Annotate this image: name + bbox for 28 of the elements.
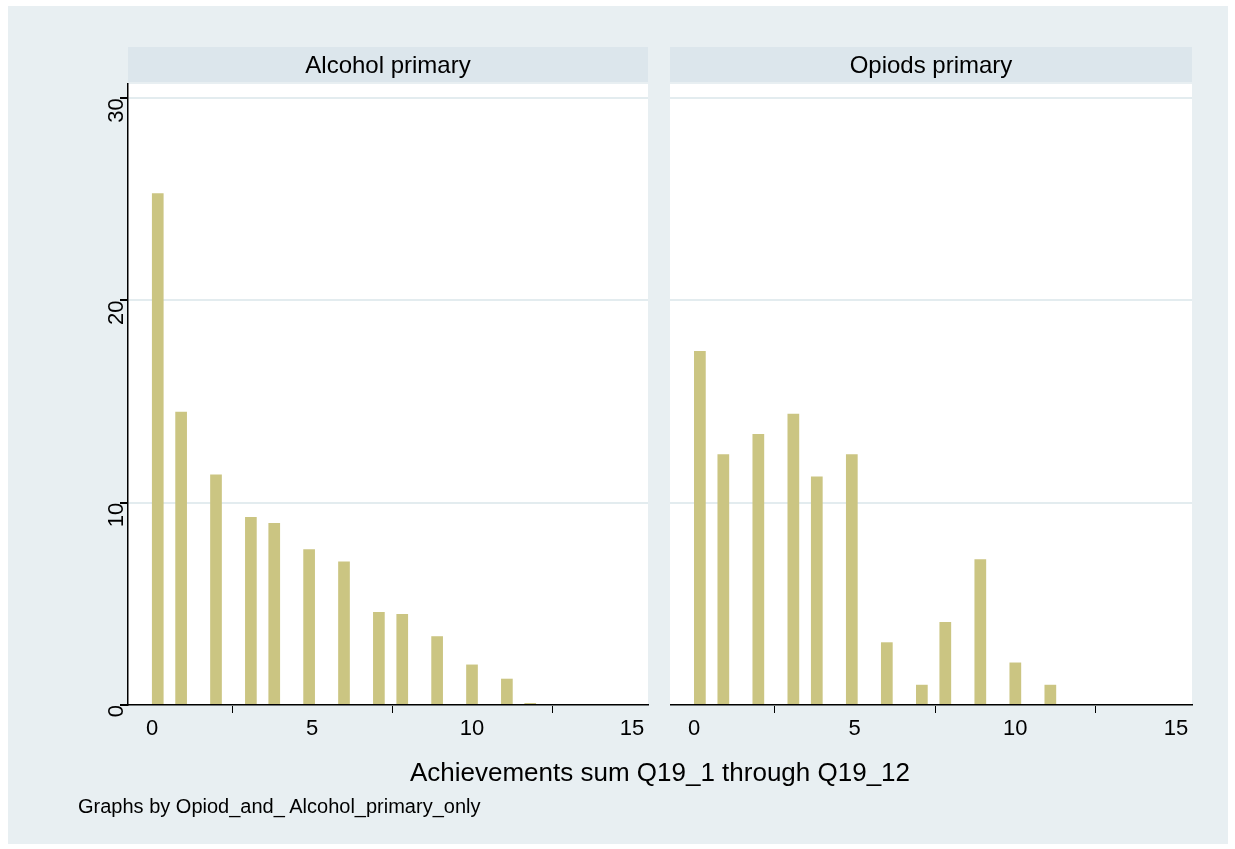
y-tick-label: 20 bbox=[103, 300, 129, 325]
chart-title: Alcohol primary bbox=[128, 47, 648, 82]
y-tick-label: 0 bbox=[103, 705, 129, 718]
bar bbox=[1009, 662, 1022, 704]
x-tick-label: 10 bbox=[459, 715, 485, 741]
text: Graphs by Opiod_and_ Alcohol_primary_only bbox=[78, 795, 481, 818]
bar bbox=[845, 454, 858, 704]
x-tick-label: 0 bbox=[145, 715, 159, 741]
x-tick-label: 0 bbox=[687, 715, 701, 741]
bar bbox=[1044, 684, 1057, 704]
x-tick-label: 10 bbox=[1003, 715, 1028, 741]
bar bbox=[694, 351, 706, 704]
bar bbox=[974, 559, 987, 704]
bar bbox=[787, 413, 800, 704]
bar bbox=[752, 433, 765, 704]
x-tick-label: 5 bbox=[305, 715, 319, 741]
bar bbox=[915, 684, 928, 704]
bar bbox=[810, 476, 823, 704]
x-axis-title: Achievements sum Q19_1 through Q19_12 bbox=[408, 757, 912, 788]
chart-title: Opiods primary bbox=[670, 47, 1192, 82]
x-tick-label: 15 bbox=[1163, 715, 1189, 741]
y-tick-label: 30 bbox=[103, 98, 129, 123]
bar bbox=[939, 622, 952, 704]
y-tick-label: 10 bbox=[103, 502, 129, 528]
x-tick-label: 15 bbox=[619, 715, 645, 741]
x-tick-label: 5 bbox=[848, 715, 861, 741]
bar bbox=[717, 454, 730, 704]
bar bbox=[880, 642, 893, 704]
